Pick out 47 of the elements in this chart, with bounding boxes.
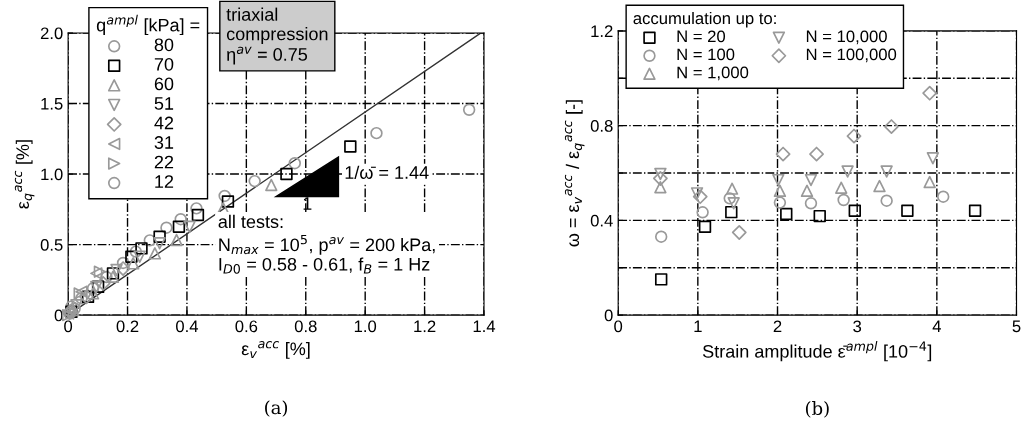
y-tick-label: 2.0 — [40, 27, 63, 40]
x-tick-label: 0.2 — [116, 320, 139, 333]
legend-label: 51 — [154, 97, 174, 110]
y-tick-label: 1.2 — [591, 25, 613, 37]
legend-label: N = 1,000 — [677, 66, 749, 81]
legend-title: q$^{ampl}$ [kPa] = — [96, 14, 200, 36]
y-axis-title: ω = ε$_{v}$$^{acc}$ / ε$_{q}$$^{acc}$ [-] — [564, 100, 585, 247]
annotation: triaxial compression η$^{av}$ = 0.75 — [226, 7, 328, 65]
text: (a) — [265, 400, 288, 417]
x-tick-label: 1.0 — [354, 320, 377, 333]
legend-label: N = 100 — [677, 48, 735, 61]
x-tick-label: 1.4 — [473, 320, 496, 333]
x-tick-label: 0.8 — [294, 320, 317, 333]
legend-label: N = 20 — [677, 30, 726, 43]
y-tick-label: 0 — [604, 309, 613, 322]
x-tick-label: 0.4 — [176, 320, 199, 333]
text: (b) — [805, 401, 829, 418]
legend-label: 70 — [154, 57, 174, 71]
text: all tests: N$_{max}$ = 10$^{5}$, p$^{av}$ = 200 kPa, I$_{D0}$ = 0.58 - 0.61, f$_{B}$ = 1 Hz — [218, 214, 435, 274]
legend-label: 22 — [154, 155, 174, 169]
x-tick-label: 2 — [773, 320, 782, 333]
legend-label: 60 — [154, 77, 174, 91]
legend-label: N = 100,000 — [806, 48, 897, 63]
x-tick-label: 3 — [853, 320, 862, 333]
legend-label: 31 — [154, 136, 174, 149]
legend-label: 12 — [155, 175, 174, 188]
x-tick-label: 0 — [64, 320, 73, 333]
annotation: 1/ω̄ = 1.44 — [345, 165, 429, 179]
x-tick-label: 4 — [932, 320, 941, 333]
x-tick-label: 1 — [694, 320, 702, 333]
x-axis-title: Strain amplitude ε̄$^{ampl}$ [10$^{−4}$] — [702, 341, 932, 362]
y-tick-label: 0.5 — [40, 239, 63, 251]
x-tick-label: 1.2 — [414, 320, 436, 333]
x-tick-label: 5 — [1012, 320, 1021, 333]
legend-label: 42 — [154, 116, 174, 130]
y-tick-label: 1.5 — [41, 98, 63, 110]
y-tick-label: 1.0 — [41, 168, 63, 181]
legend-label: N = 10,000 — [806, 30, 887, 45]
y-tick-label: 0.8 — [590, 120, 613, 132]
legend-label: 80 — [154, 38, 174, 52]
y-axis-title: ε$_{q}$$^{acc}$ [%] — [14, 140, 35, 209]
annotation: 1 — [303, 197, 312, 210]
x-tick-label: 0.6 — [235, 320, 258, 333]
x-tick-label: 0 — [614, 320, 623, 333]
legend-title: accumulation up to: — [633, 11, 776, 28]
y-tick-label: 0.4 — [590, 214, 613, 227]
x-axis-title: ε$_{v}$$^{acc}$ [%] — [241, 341, 310, 359]
